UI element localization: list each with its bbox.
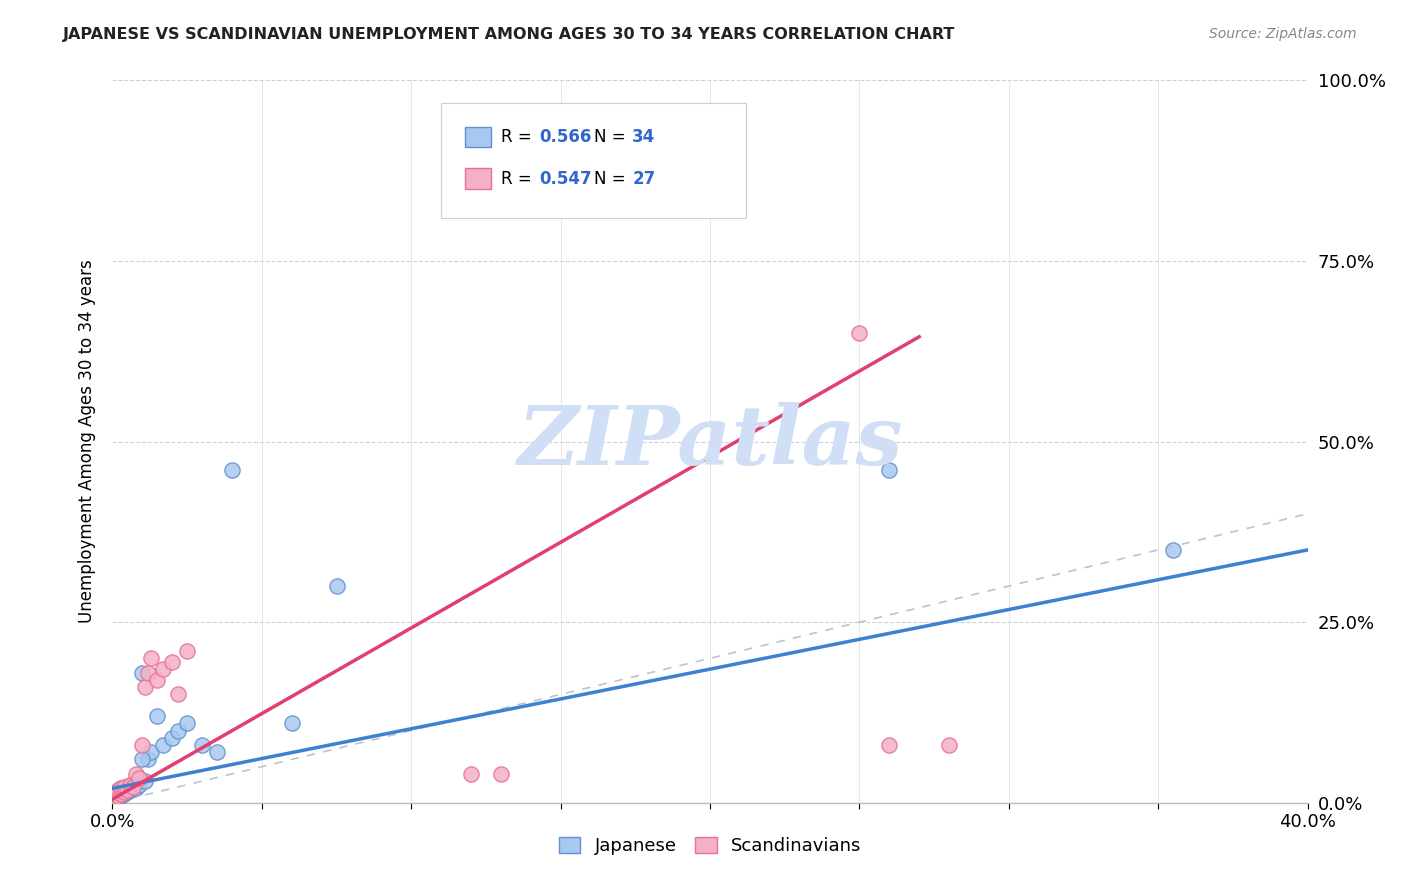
Point [128,771,150,785]
Point [162,731,183,745]
Point [1161,542,1184,557]
Point [117,785,139,799]
Point [128,778,150,792]
Text: JAPANESE VS SCANDINAVIAN UNEMPLOYMENT AMONG AGES 30 TO 34 YEARS CORRELATION CHAR: JAPANESE VS SCANDINAVIAN UNEMPLOYMENT AM… [63,27,956,42]
Point [131,738,153,752]
Point [125,781,148,796]
Point [879,463,901,477]
Point [120,778,142,792]
Point [146,709,169,723]
Point [117,782,139,797]
FancyBboxPatch shape [465,128,491,147]
Point [131,752,153,766]
Text: R =: R = [501,169,537,187]
Point [114,782,135,797]
Text: N =: N = [595,169,631,187]
Point [221,463,243,477]
Point [114,780,135,794]
Point [107,790,129,805]
Point [104,790,127,805]
Text: ZIPatlas: ZIPatlas [517,401,903,482]
Point [114,787,135,801]
Point [122,781,145,796]
Point [938,738,960,752]
Point [122,780,145,794]
Point [167,723,190,738]
FancyBboxPatch shape [441,103,747,218]
Point [104,792,127,806]
Point [131,665,153,680]
Point [146,673,169,687]
Point [107,789,129,803]
Point [134,680,156,694]
Point [848,326,870,340]
Text: 0.547: 0.547 [538,169,592,187]
Point [281,716,304,731]
Point [104,789,127,803]
Point [110,781,132,796]
Point [205,745,228,759]
Point [138,665,160,680]
Point [141,651,163,665]
Point [120,782,142,797]
Point [325,579,347,593]
Point [489,767,512,781]
Point [110,781,132,796]
Text: 34: 34 [633,128,655,146]
Point [122,778,145,792]
Point [879,738,901,752]
Text: Source: ZipAtlas.com: Source: ZipAtlas.com [1209,27,1357,41]
Point [162,655,183,669]
Text: N =: N = [595,128,631,146]
Point [141,745,163,759]
Point [107,782,129,797]
Point [460,767,482,781]
Point [138,752,160,766]
Point [191,738,214,752]
Point [107,785,129,799]
Point [152,738,174,752]
Point [176,644,198,658]
Text: 27: 27 [633,169,655,187]
Point [152,662,174,676]
FancyBboxPatch shape [465,169,491,189]
Point [117,781,139,796]
Point [110,787,132,801]
Point [114,785,135,799]
Point [110,789,132,803]
Point [120,778,142,792]
Point [104,785,127,799]
Point [176,716,198,731]
Legend: Japanese, Scandinavians: Japanese, Scandinavians [551,830,869,863]
Text: R =: R = [501,128,537,146]
Point [134,774,156,789]
Point [110,785,132,799]
Y-axis label: Unemployment Among Ages 30 to 34 years: Unemployment Among Ages 30 to 34 years [77,260,96,624]
Text: 0.566: 0.566 [538,128,592,146]
Point [125,767,148,781]
Point [167,687,190,701]
